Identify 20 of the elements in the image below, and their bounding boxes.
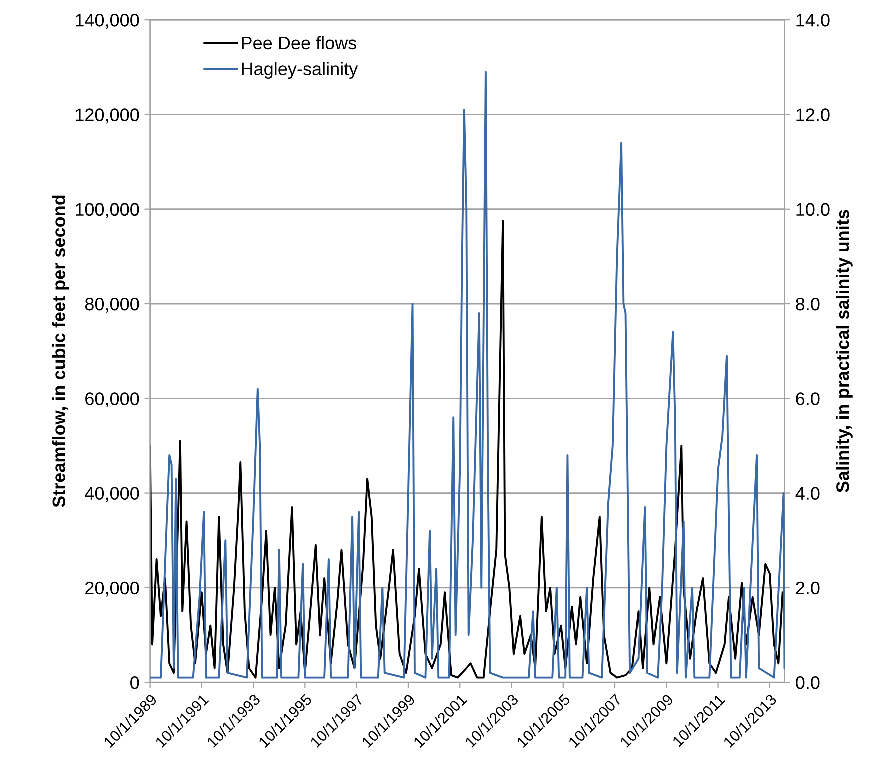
y-tick-label: 20,000 — [86, 582, 140, 597]
y2-tick-label: 0.0 — [796, 676, 820, 690]
y-axis-title: Streamflow, in cubic feet per second — [52, 196, 70, 508]
y2-tick-label: 4.0 — [796, 487, 820, 500]
y-tick-label: 60,000 — [86, 392, 140, 408]
y2-tick-label: 14.0 — [796, 14, 830, 27]
y2-axis-title: Salinity, in practical salinity units — [836, 210, 853, 493]
y2-tick-label: 2.0 — [796, 582, 820, 595]
y-tick-label: 0 — [130, 676, 140, 690]
y2-tick-label: 10.0 — [796, 203, 830, 216]
y2-tick-label: 6.0 — [796, 392, 820, 406]
y-tick-label: 120,000 — [76, 108, 140, 124]
y2-tick-label: 12.0 — [796, 108, 830, 122]
y-tick-label: 140,000 — [76, 14, 140, 29]
y-tick-label: 100,000 — [76, 203, 140, 218]
y2-tick-label: 8.0 — [796, 298, 820, 311]
y-tick-label: 80,000 — [85, 298, 140, 313]
y-tick-label: 40,000 — [85, 487, 140, 502]
legend-label: Hagley-salinity — [242, 62, 358, 80]
legend-label: Pee Dee flows — [242, 36, 357, 50]
